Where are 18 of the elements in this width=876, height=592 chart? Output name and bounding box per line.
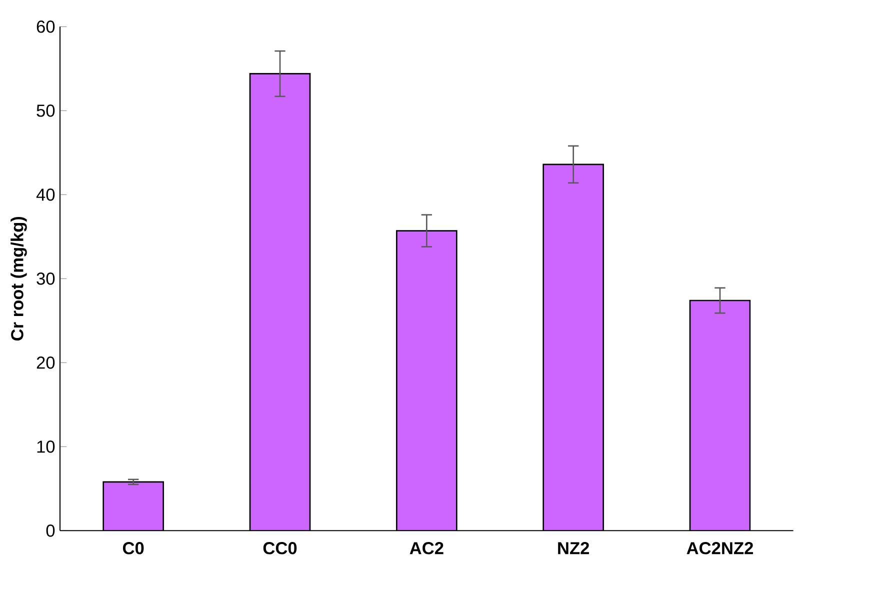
y-tick-label: 10: [37, 440, 55, 453]
y-tick-label: 50: [36, 104, 55, 117]
bar: [396, 230, 458, 531]
x-tick-label: AC2NZ2: [686, 542, 754, 554]
bar: [542, 164, 604, 531]
x-tick-label: C0: [122, 542, 144, 554]
bar: [689, 300, 751, 531]
y-tick-label: 20: [36, 356, 55, 369]
y-tick-label: 60: [36, 20, 55, 33]
y-tick-label: 30: [36, 272, 55, 285]
x-tick-label: NZ2: [558, 542, 590, 554]
bar: [102, 481, 164, 531]
y-tick-label: 40: [36, 188, 55, 201]
x-tick-label: AC2: [410, 542, 444, 554]
y-axis-title: Cr root (mg/kg): [10, 216, 27, 341]
y-tick-label: 0: [46, 524, 55, 537]
bar: [249, 73, 311, 531]
x-tick-label: CC0: [263, 542, 297, 554]
